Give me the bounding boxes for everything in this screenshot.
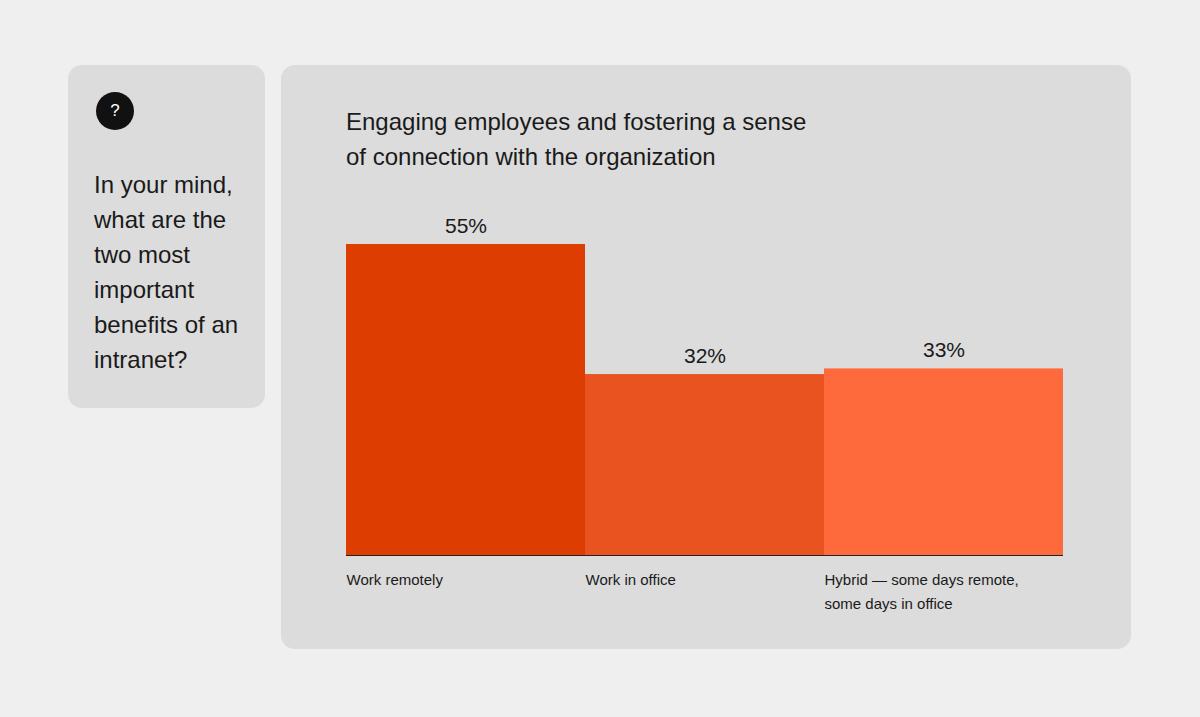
svg-text:32%: 32% [684, 344, 726, 367]
svg-text:55%: 55% [445, 214, 487, 237]
html-text:Engaging employees and fosteri: Engaging employees and fostering a sense… [346, 108, 807, 170]
svg-text:Hybrid — some days remote,some: Hybrid — some days remote,some days in o… [825, 571, 1019, 612]
svg-text:33%: 33% [923, 338, 965, 361]
svg-text:Work in office: Work in office [586, 571, 676, 588]
html-text:In your mind, what are the two: In your mind, what are the two most impo… [94, 171, 239, 373]
svg-text:Work remotely: Work remotely [347, 571, 444, 588]
